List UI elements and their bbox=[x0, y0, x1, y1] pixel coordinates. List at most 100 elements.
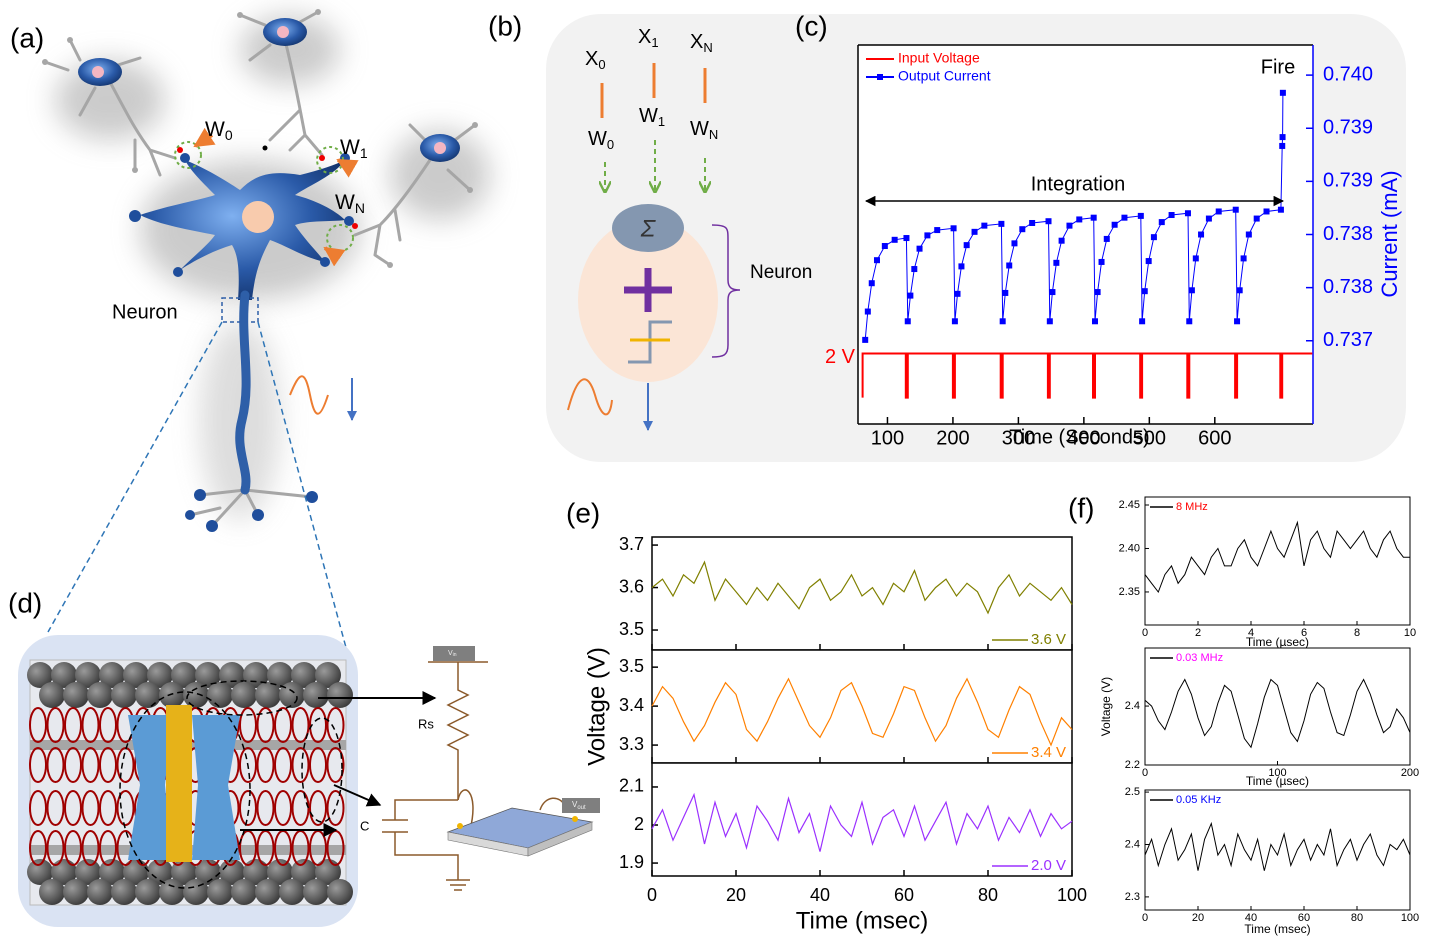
data-point bbox=[862, 337, 868, 343]
panel-label: (d) bbox=[8, 587, 42, 618]
data-point bbox=[1198, 232, 1204, 238]
y-tick-label: 2.4 bbox=[1125, 838, 1140, 850]
x-tick-label: 0 bbox=[1142, 912, 1148, 924]
data-point bbox=[1099, 259, 1105, 265]
data-point bbox=[958, 263, 964, 269]
data-point bbox=[951, 225, 957, 231]
x-tick-label: 20 bbox=[1192, 912, 1204, 924]
legend-label: 0.03 MHz bbox=[1176, 652, 1223, 664]
data-point bbox=[1186, 318, 1192, 324]
weight-label: WN bbox=[335, 191, 365, 216]
label-part: in bbox=[453, 652, 457, 658]
legend-label: 3.6 V bbox=[1031, 631, 1066, 648]
legend-label: Output Current bbox=[898, 68, 991, 84]
data-point bbox=[1216, 208, 1222, 214]
neuron-illustration bbox=[180, 153, 190, 163]
panel-label: (f) bbox=[1068, 492, 1094, 523]
lipid-head bbox=[207, 682, 233, 708]
legend-swatch bbox=[877, 74, 883, 80]
panel-label: (e) bbox=[566, 497, 600, 528]
neuron-illustration bbox=[263, 146, 268, 151]
membrane-illustration bbox=[457, 823, 463, 829]
y-tick-label: 3.6 bbox=[619, 576, 644, 596]
x-tick-label: 200 bbox=[936, 427, 969, 449]
neuron-label: Neuron bbox=[112, 301, 178, 323]
data-point bbox=[892, 237, 898, 243]
neuron-illustration bbox=[48, 322, 222, 632]
y-tick-label: 3.4 bbox=[619, 695, 644, 715]
lipid-head bbox=[39, 682, 65, 708]
neuron-illustration bbox=[320, 257, 330, 267]
y-tick-label: 2.1 bbox=[619, 776, 644, 796]
y-tick-label: 3.3 bbox=[619, 734, 644, 754]
y-tick-label: 2.2 bbox=[1125, 759, 1140, 771]
data-point bbox=[964, 242, 970, 248]
x-tick-label: 100 bbox=[1057, 885, 1087, 905]
label-part: W bbox=[340, 136, 360, 159]
data-point bbox=[1047, 318, 1053, 324]
lipid-head bbox=[111, 682, 137, 708]
neuron-illustration bbox=[132, 167, 138, 173]
neuron-illustration bbox=[467, 187, 473, 193]
y2-tick-label: 0.739 bbox=[1323, 170, 1373, 192]
data-point bbox=[1279, 143, 1285, 149]
legend-label: 2.0 V bbox=[1031, 857, 1066, 874]
x-tick-label: 2 bbox=[1195, 627, 1201, 639]
membrane-illustration bbox=[382, 662, 565, 890]
data-point bbox=[934, 227, 940, 233]
y2-axis-label: Current (mA) bbox=[1377, 170, 1402, 297]
label-part: W bbox=[588, 128, 607, 150]
label-part: W bbox=[335, 191, 355, 214]
lipid-head bbox=[327, 879, 353, 905]
neuron-illustration bbox=[277, 26, 289, 38]
data-point bbox=[1237, 287, 1243, 293]
data-point bbox=[1059, 238, 1065, 244]
y2-tick-label: 0.738 bbox=[1323, 223, 1373, 245]
data-point bbox=[1278, 207, 1284, 213]
x-tick-label: 40 bbox=[810, 885, 830, 905]
annotation: Fire bbox=[1261, 56, 1295, 78]
x-tick-label: 100 bbox=[871, 427, 904, 449]
data-point bbox=[903, 235, 909, 241]
data-point bbox=[1066, 223, 1072, 229]
data-point bbox=[1159, 219, 1165, 225]
data-point bbox=[1121, 215, 1127, 221]
page: (a) W0 W1 WN Neuron (b) X0 X1 XN W0 W1 W… bbox=[0, 0, 1444, 939]
y-tick-label: 3.7 bbox=[619, 534, 644, 554]
x-tick-label: 60 bbox=[894, 885, 914, 905]
data-point bbox=[1280, 90, 1286, 96]
data-point bbox=[911, 266, 917, 272]
neuron-illustration bbox=[177, 147, 183, 153]
neuron-illustration bbox=[42, 9, 490, 655]
neuron-illustration bbox=[173, 267, 183, 277]
plot-frame bbox=[1145, 497, 1410, 625]
legend-label: 3.4 V bbox=[1031, 744, 1066, 761]
neuron-illustration bbox=[472, 122, 478, 128]
label-part: N bbox=[709, 127, 718, 142]
y2-tick-label: 0.739 bbox=[1323, 117, 1373, 139]
data-point bbox=[1049, 289, 1055, 295]
annotation: Integration bbox=[1031, 173, 1126, 195]
y2-tick-label: 0.737 bbox=[1323, 329, 1373, 351]
data-point bbox=[1104, 236, 1110, 242]
x-tick-label: 600 bbox=[1198, 427, 1231, 449]
data-point bbox=[1095, 289, 1101, 295]
plot-frame bbox=[652, 763, 1072, 876]
neuron-illustration bbox=[67, 37, 73, 43]
y-tick-label: 2.4 bbox=[1125, 700, 1140, 712]
data-point bbox=[1254, 216, 1260, 222]
data-point bbox=[869, 280, 875, 286]
data-point bbox=[1233, 207, 1239, 213]
neuron-label: Neuron bbox=[750, 262, 812, 283]
data-point bbox=[1280, 134, 1286, 140]
neuron-illustration bbox=[237, 12, 243, 18]
data-point bbox=[1138, 213, 1144, 219]
label-part: X bbox=[690, 31, 703, 53]
x-tick-label: 0 bbox=[647, 885, 657, 905]
plot-frame bbox=[652, 537, 1072, 650]
lipid-head bbox=[111, 879, 137, 905]
x-tick-label: 20 bbox=[726, 885, 746, 905]
data-point bbox=[1169, 212, 1175, 218]
y-tick-label: 2 bbox=[634, 814, 644, 834]
membrane-illustration bbox=[572, 816, 578, 822]
